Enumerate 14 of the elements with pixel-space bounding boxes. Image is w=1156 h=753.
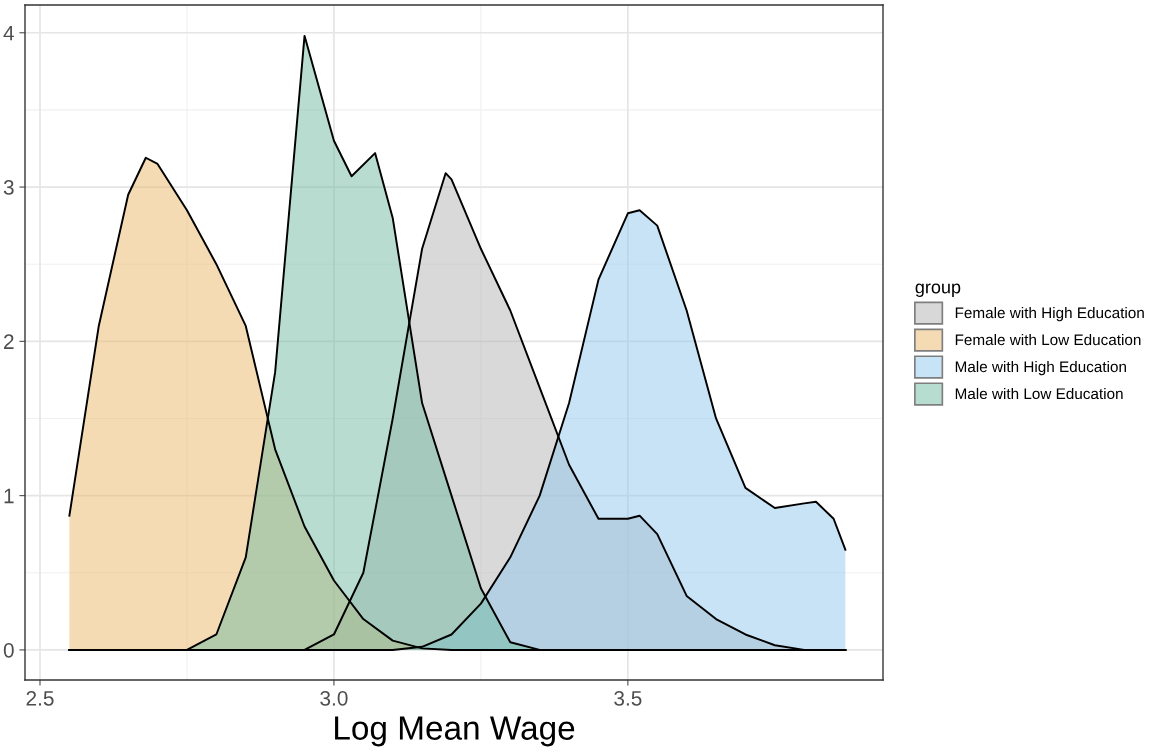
- legend-label: Male with Low Education: [955, 387, 1123, 400]
- x-tick-label: 3.0: [320, 690, 348, 706]
- y-tick-label: 4: [3, 25, 14, 41]
- y-tick-label: 2: [4, 334, 14, 349]
- x-axis-title: Log Mean Wage: [335, 716, 575, 747]
- y-tick-label: 3: [3, 180, 14, 195]
- legend-title: group: [915, 283, 961, 297]
- y-tick-label: 0: [3, 642, 14, 658]
- legend-label: Male with High Education: [955, 360, 1126, 376]
- y-tick-label: 1: [4, 488, 14, 504]
- legend-label: Female with High Education: [955, 307, 1144, 322]
- legend-label: Female with Low Education: [955, 333, 1141, 346]
- x-tick-label: 2.5: [26, 690, 54, 706]
- x-tick-label: 3.5: [614, 690, 642, 706]
